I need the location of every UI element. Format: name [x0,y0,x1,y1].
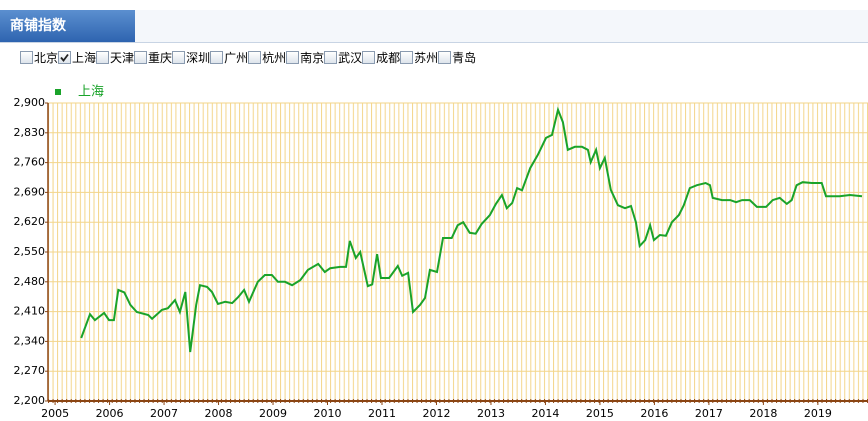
tab-bar: 商铺指数 [0,10,868,43]
x-tick-label: 2014 [531,407,559,420]
checkbox[interactable] [172,51,186,64]
legend-swatch [55,89,61,95]
checkbox[interactable] [362,51,376,64]
city-name: 成都 [376,51,401,65]
city-name: 上海 [72,51,97,65]
city-name: 杭州 [262,51,287,65]
x-tick-label: 2008 [205,407,233,420]
city-name: 青岛 [452,51,477,65]
checkbox[interactable] [324,51,338,64]
data-line [80,106,863,353]
x-tick-label: 2015 [586,407,614,420]
y-tick-label: 2,410 [14,305,46,318]
y-tick-label: 2,550 [14,245,46,258]
y-tick-label: 2,900 [14,96,46,109]
city-option[interactable]: 天津 [96,49,134,66]
city-option[interactable]: 成都 [362,49,400,66]
city-option[interactable]: 武汉 [324,49,362,66]
x-tick-label: 2011 [368,407,396,420]
checkbox[interactable] [400,51,414,64]
city-name: 北京 [34,51,59,65]
city-name: 重庆 [148,51,173,65]
city-option[interactable]: 广州 [210,49,248,66]
x-tick-label: 2007 [150,407,178,420]
city-name: 苏州 [414,51,439,65]
tab-title[interactable]: 商铺指数 [0,10,135,42]
y-tick-label: 2,760 [14,156,46,169]
checkbox[interactable] [134,51,148,64]
y-tick-label: 2,340 [14,334,46,347]
city-option[interactable]: 杭州 [248,49,286,66]
x-tick-label: 2010 [314,407,342,420]
checkbox[interactable] [438,51,452,64]
y-tick-label: 2,200 [14,394,46,407]
y-tick-label: 2,270 [14,364,46,377]
x-tick-label: 2005 [41,407,69,420]
y-tick-label: 2,480 [14,275,46,288]
x-tick-label: 2018 [749,407,777,420]
city-name: 广州 [224,51,249,65]
x-tick-label: 2006 [96,407,124,420]
city-name: 天津 [110,51,135,65]
x-tick-label: 2013 [477,407,505,420]
checkbox[interactable] [286,51,300,64]
city-name: 武汉 [338,51,363,65]
city-name: 深圳 [186,51,211,65]
checkbox[interactable] [96,51,110,64]
checkbox[interactable] [248,51,262,64]
legend-label: 上海 [78,85,104,100]
city-option[interactable]: 青岛 [438,49,476,66]
checkbox[interactable] [20,51,33,64]
x-tick-label: 2012 [422,407,450,420]
city-option[interactable]: 上海 [58,49,96,66]
y-tick-label: 2,830 [14,126,46,139]
check-mark [60,53,69,62]
checkbox[interactable] [58,51,72,64]
y-tick-label: 2,690 [14,185,46,198]
x-tick-label: 2009 [259,407,287,420]
city-option[interactable]: 北京 [20,49,58,66]
x-tick-label: 2017 [695,407,723,420]
city-name: 南京 [300,51,325,65]
x-tick-label: 2019 [804,407,832,420]
city-option[interactable]: 深圳 [172,49,210,66]
city-option[interactable]: 南京 [286,49,324,66]
checkbox[interactable] [210,51,224,64]
city-checkboxes: 北京 上海 天津 重庆 深圳 广州 杭州 南京 武汉 成都 苏州 青岛 [20,49,476,66]
x-tick-label: 2016 [640,407,668,420]
y-tick-label: 2,620 [14,215,46,228]
city-option[interactable]: 重庆 [134,49,172,66]
city-option[interactable]: 苏州 [400,49,438,66]
